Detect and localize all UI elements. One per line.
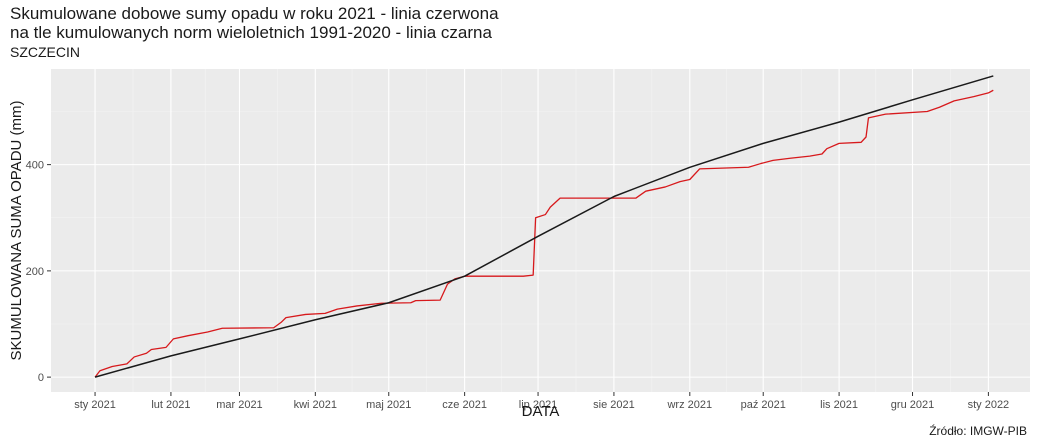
x-tick-label: lip 2021 bbox=[519, 399, 558, 411]
chart-title-line-1: Skumulowane dobowe sumy opadu w roku 202… bbox=[10, 4, 499, 23]
y-tick-label: 200 bbox=[26, 266, 44, 278]
chart-title-line-2: na tle kumulowanych norm wieloletnich 19… bbox=[10, 23, 492, 42]
series-line-norm bbox=[94, 75, 994, 378]
x-tick-label: sie 2021 bbox=[593, 399, 635, 411]
y-axis-title: SKUMULOWANA SUMA OPADU (mm) bbox=[8, 100, 25, 360]
x-tick-label: lis 2021 bbox=[820, 399, 858, 411]
x-tick-label: mar 2021 bbox=[216, 399, 262, 411]
x-tick-label: paź 2021 bbox=[741, 399, 786, 411]
x-tick-label: sty 2021 bbox=[74, 399, 116, 411]
x-tick-label: sty 2022 bbox=[968, 399, 1010, 411]
x-tick-label: kwi 2021 bbox=[294, 399, 337, 411]
x-tick-label: wrz 2021 bbox=[666, 399, 712, 411]
x-tick-label: cze 2021 bbox=[442, 399, 487, 411]
y-tick-label: 0 bbox=[38, 372, 44, 384]
plot-panel bbox=[51, 69, 1030, 392]
series-line-2021 bbox=[94, 89, 994, 378]
source-caption: Źródło: IMGW-PIB bbox=[929, 424, 1027, 438]
x-tick-label: lut 2021 bbox=[151, 399, 190, 411]
x-axis-title: DATA bbox=[522, 403, 560, 420]
x-tick-label: maj 2021 bbox=[366, 399, 411, 411]
y-tick-label: 400 bbox=[26, 160, 44, 172]
chart-subtitle: SZCZECIN bbox=[10, 44, 80, 60]
x-tick-label: gru 2021 bbox=[891, 399, 934, 411]
chart-title: Skumulowane dobowe sumy opadu w roku 202… bbox=[10, 4, 499, 42]
